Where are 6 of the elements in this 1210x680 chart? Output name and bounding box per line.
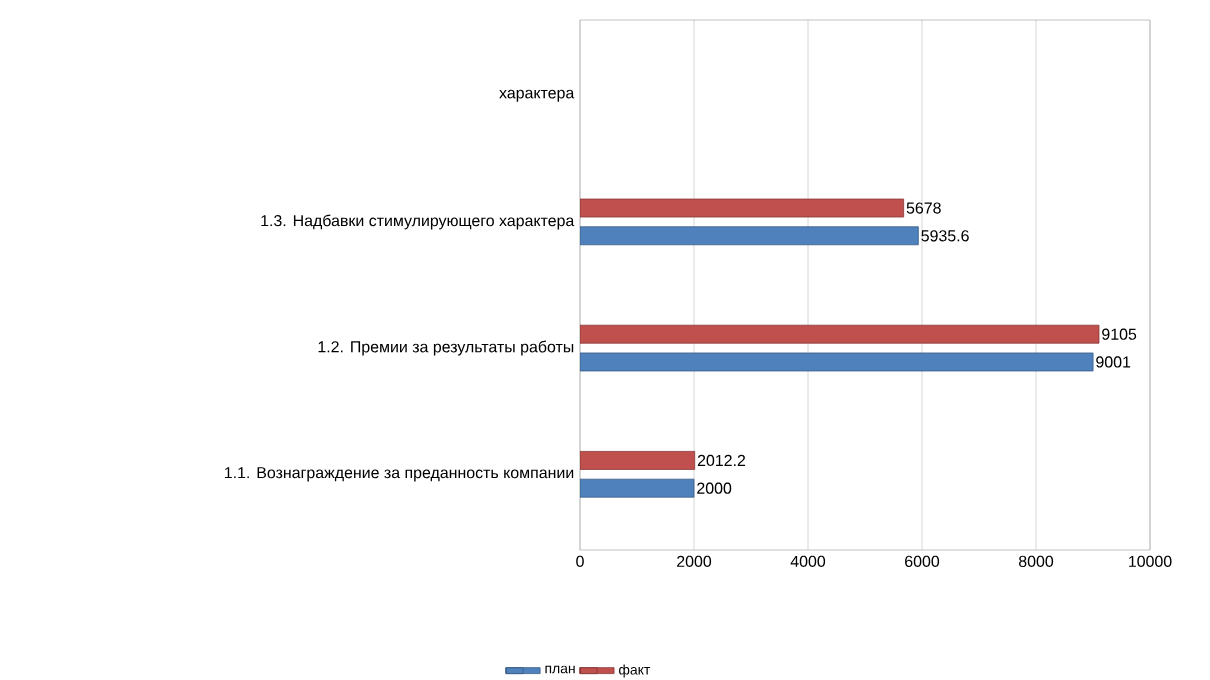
bar bbox=[580, 478, 695, 498]
bar bbox=[580, 226, 919, 246]
bar bbox=[580, 324, 1100, 344]
bar bbox=[580, 451, 696, 470]
bar bbox=[580, 352, 1094, 372]
bar bbox=[580, 198, 905, 218]
